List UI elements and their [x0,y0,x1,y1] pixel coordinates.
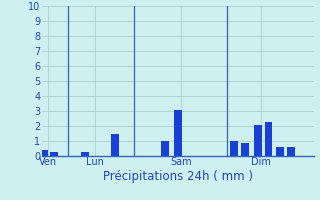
Bar [81,152,89,156]
X-axis label: Précipitations 24h ( mm ): Précipitations 24h ( mm ) [103,170,252,183]
Bar [254,124,262,156]
Bar [230,141,238,156]
Bar [174,110,182,156]
Bar [50,152,58,156]
Bar [276,147,284,156]
Bar [241,142,249,156]
Bar [161,141,169,156]
Bar [40,150,48,156]
Bar [111,134,118,156]
Bar [265,121,272,156]
Bar [287,147,295,156]
